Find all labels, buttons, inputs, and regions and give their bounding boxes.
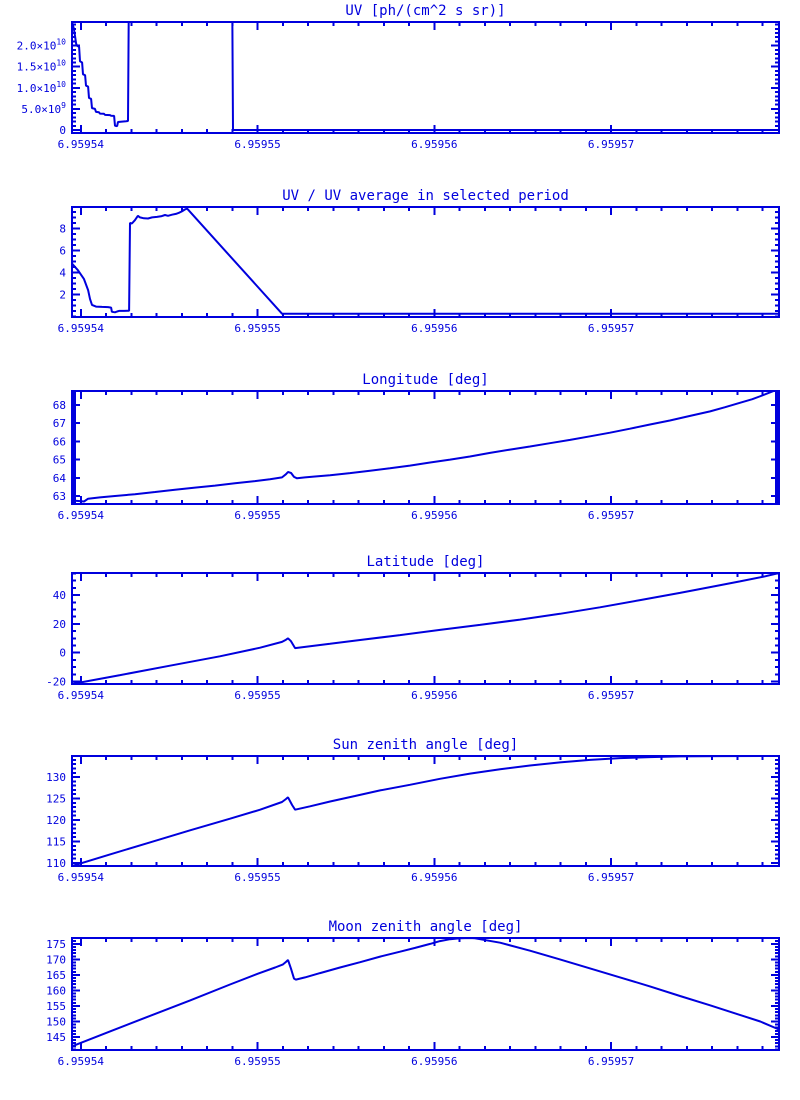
plot-frame (71, 206, 780, 318)
y-tick-label: 0 (59, 124, 66, 137)
y-tick-label: 5.0×109 (21, 101, 66, 116)
y-tick-label: -20 (46, 676, 66, 689)
y-tick-label: 65 (53, 454, 66, 467)
chart-title-uv-ratio: UV / UV average in selected period (282, 188, 569, 204)
y-tick-label: 155 (46, 1000, 66, 1013)
x-tick-label: 6.95954 (58, 1055, 105, 1068)
y-tick-label: 2.0×1010 (17, 38, 67, 53)
y-tick-label: 110 (46, 857, 66, 870)
x-tick-label: 6.95955 (234, 689, 280, 702)
plot-axes (71, 755, 780, 867)
data-line-moon-zenith (72, 937, 780, 1048)
x-tick-label: 6.95957 (588, 509, 634, 522)
y-tick-label: 150 (46, 1015, 66, 1028)
y-tick-label: 40 (53, 589, 66, 602)
y-tick-label: 160 (46, 984, 66, 997)
y-tick-label: 125 (46, 793, 66, 806)
y-tick-label: 68 (53, 399, 66, 412)
data-line-uv-ratio (72, 207, 779, 315)
x-tick-label: 6.95957 (588, 871, 634, 884)
chart-title-longitude: Longitude [deg] (362, 372, 489, 388)
y-tick-label: 66 (53, 435, 66, 448)
plot-axes (71, 21, 780, 134)
chart-sun-zenith: 6.95954 6.95955 6.95956 6.95957 110 115 120 125… (46, 755, 780, 884)
y-tick-label: 115 (46, 836, 66, 849)
data-line-uv (72, 21, 779, 131)
plot-axes (71, 390, 780, 505)
y-tick-label: 63 (53, 490, 66, 503)
y-tick-label: 120 (46, 814, 66, 827)
x-tick-label: 6.95955 (234, 1055, 280, 1068)
chart-title-sun-zenith: Sun zenith angle [deg] (332, 737, 519, 753)
y-tick-label: 67 (53, 417, 66, 430)
chart-title-uv: UV [ph/(cm^2 s sr)] (345, 3, 506, 19)
y-tick-label: 130 (46, 771, 66, 784)
x-tick-label: 6.95957 (588, 1055, 634, 1068)
y-tick-label: 0 (59, 647, 66, 660)
x-tick-label: 6.95956 (411, 509, 457, 522)
chart-moon-zenith: 6.95954 6.95955 6.95956 6.95957 145 150 155 160… (46, 937, 780, 1068)
data-line-longitude (72, 390, 780, 503)
x-tick-label: 6.95954 (58, 138, 105, 151)
chart-title-latitude: Latitude [deg] (366, 554, 485, 570)
plot-axes (71, 572, 780, 685)
y-tick-label: 20 (53, 618, 66, 631)
x-tick-label: 6.95955 (234, 509, 280, 522)
x-tick-label: 6.95956 (411, 322, 457, 335)
x-tick-label: 6.95956 (411, 138, 457, 151)
x-tick-label: 6.95955 (234, 138, 280, 151)
y-tick-label: 175 (46, 938, 66, 951)
chart-longitude: 6.95954 6.95955 6.95956 6.95957 63 64 65 66 67 68 (53, 390, 780, 522)
y-tick-label: 8 (59, 222, 66, 235)
y-tick-label: 1.0×1010 (17, 80, 67, 95)
x-tick-label: 6.95957 (588, 689, 634, 702)
chart-latitude: 6.95954 6.95955 6.95956 6.95957 -20 0 20 40 (46, 572, 780, 702)
y-tick-label: 170 (46, 953, 66, 966)
x-tick-label: 6.95954 (58, 322, 105, 335)
x-tick-label: 6.95954 (58, 509, 105, 522)
plot-frame (71, 572, 780, 685)
data-line-latitude (72, 572, 780, 685)
y-tick-label: 2 (59, 288, 66, 301)
x-tick-label: 6.95956 (411, 689, 457, 702)
x-tick-label: 6.95955 (234, 322, 280, 335)
y-tick-label: 4 (59, 266, 66, 279)
x-tick-label: 6.95956 (411, 1055, 457, 1068)
x-tick-label: 6.95955 (234, 871, 280, 884)
x-tick-label: 6.95957 (588, 322, 634, 335)
x-tick-label: 6.95954 (58, 871, 105, 884)
chart-uv: 6.95954 6.95955 6.95956 6.95957 0 5.0×109 1.0×… (17, 21, 780, 151)
x-tick-label: 6.95957 (588, 138, 634, 151)
chart-uv-ratio: 6.95954 6.95955 6.95956 6.95957 2 4 6 8 (58, 206, 780, 335)
y-tick-label: 64 (53, 472, 67, 485)
plot-frame (71, 390, 780, 505)
y-tick-label: 165 (46, 969, 66, 982)
y-tick-label: 145 (46, 1031, 66, 1044)
y-tick-label: 1.5×1010 (17, 59, 67, 74)
y-tick-label: 6 (59, 244, 66, 257)
x-tick-label: 6.95954 (58, 689, 105, 702)
plot-axes (71, 206, 780, 318)
data-line-sun-zenith (72, 755, 780, 867)
plot-frame (71, 21, 780, 134)
chart-title-moon-zenith: Moon zenith angle [deg] (328, 919, 523, 935)
plot-frame (71, 755, 780, 867)
x-tick-label: 6.95956 (411, 871, 457, 884)
